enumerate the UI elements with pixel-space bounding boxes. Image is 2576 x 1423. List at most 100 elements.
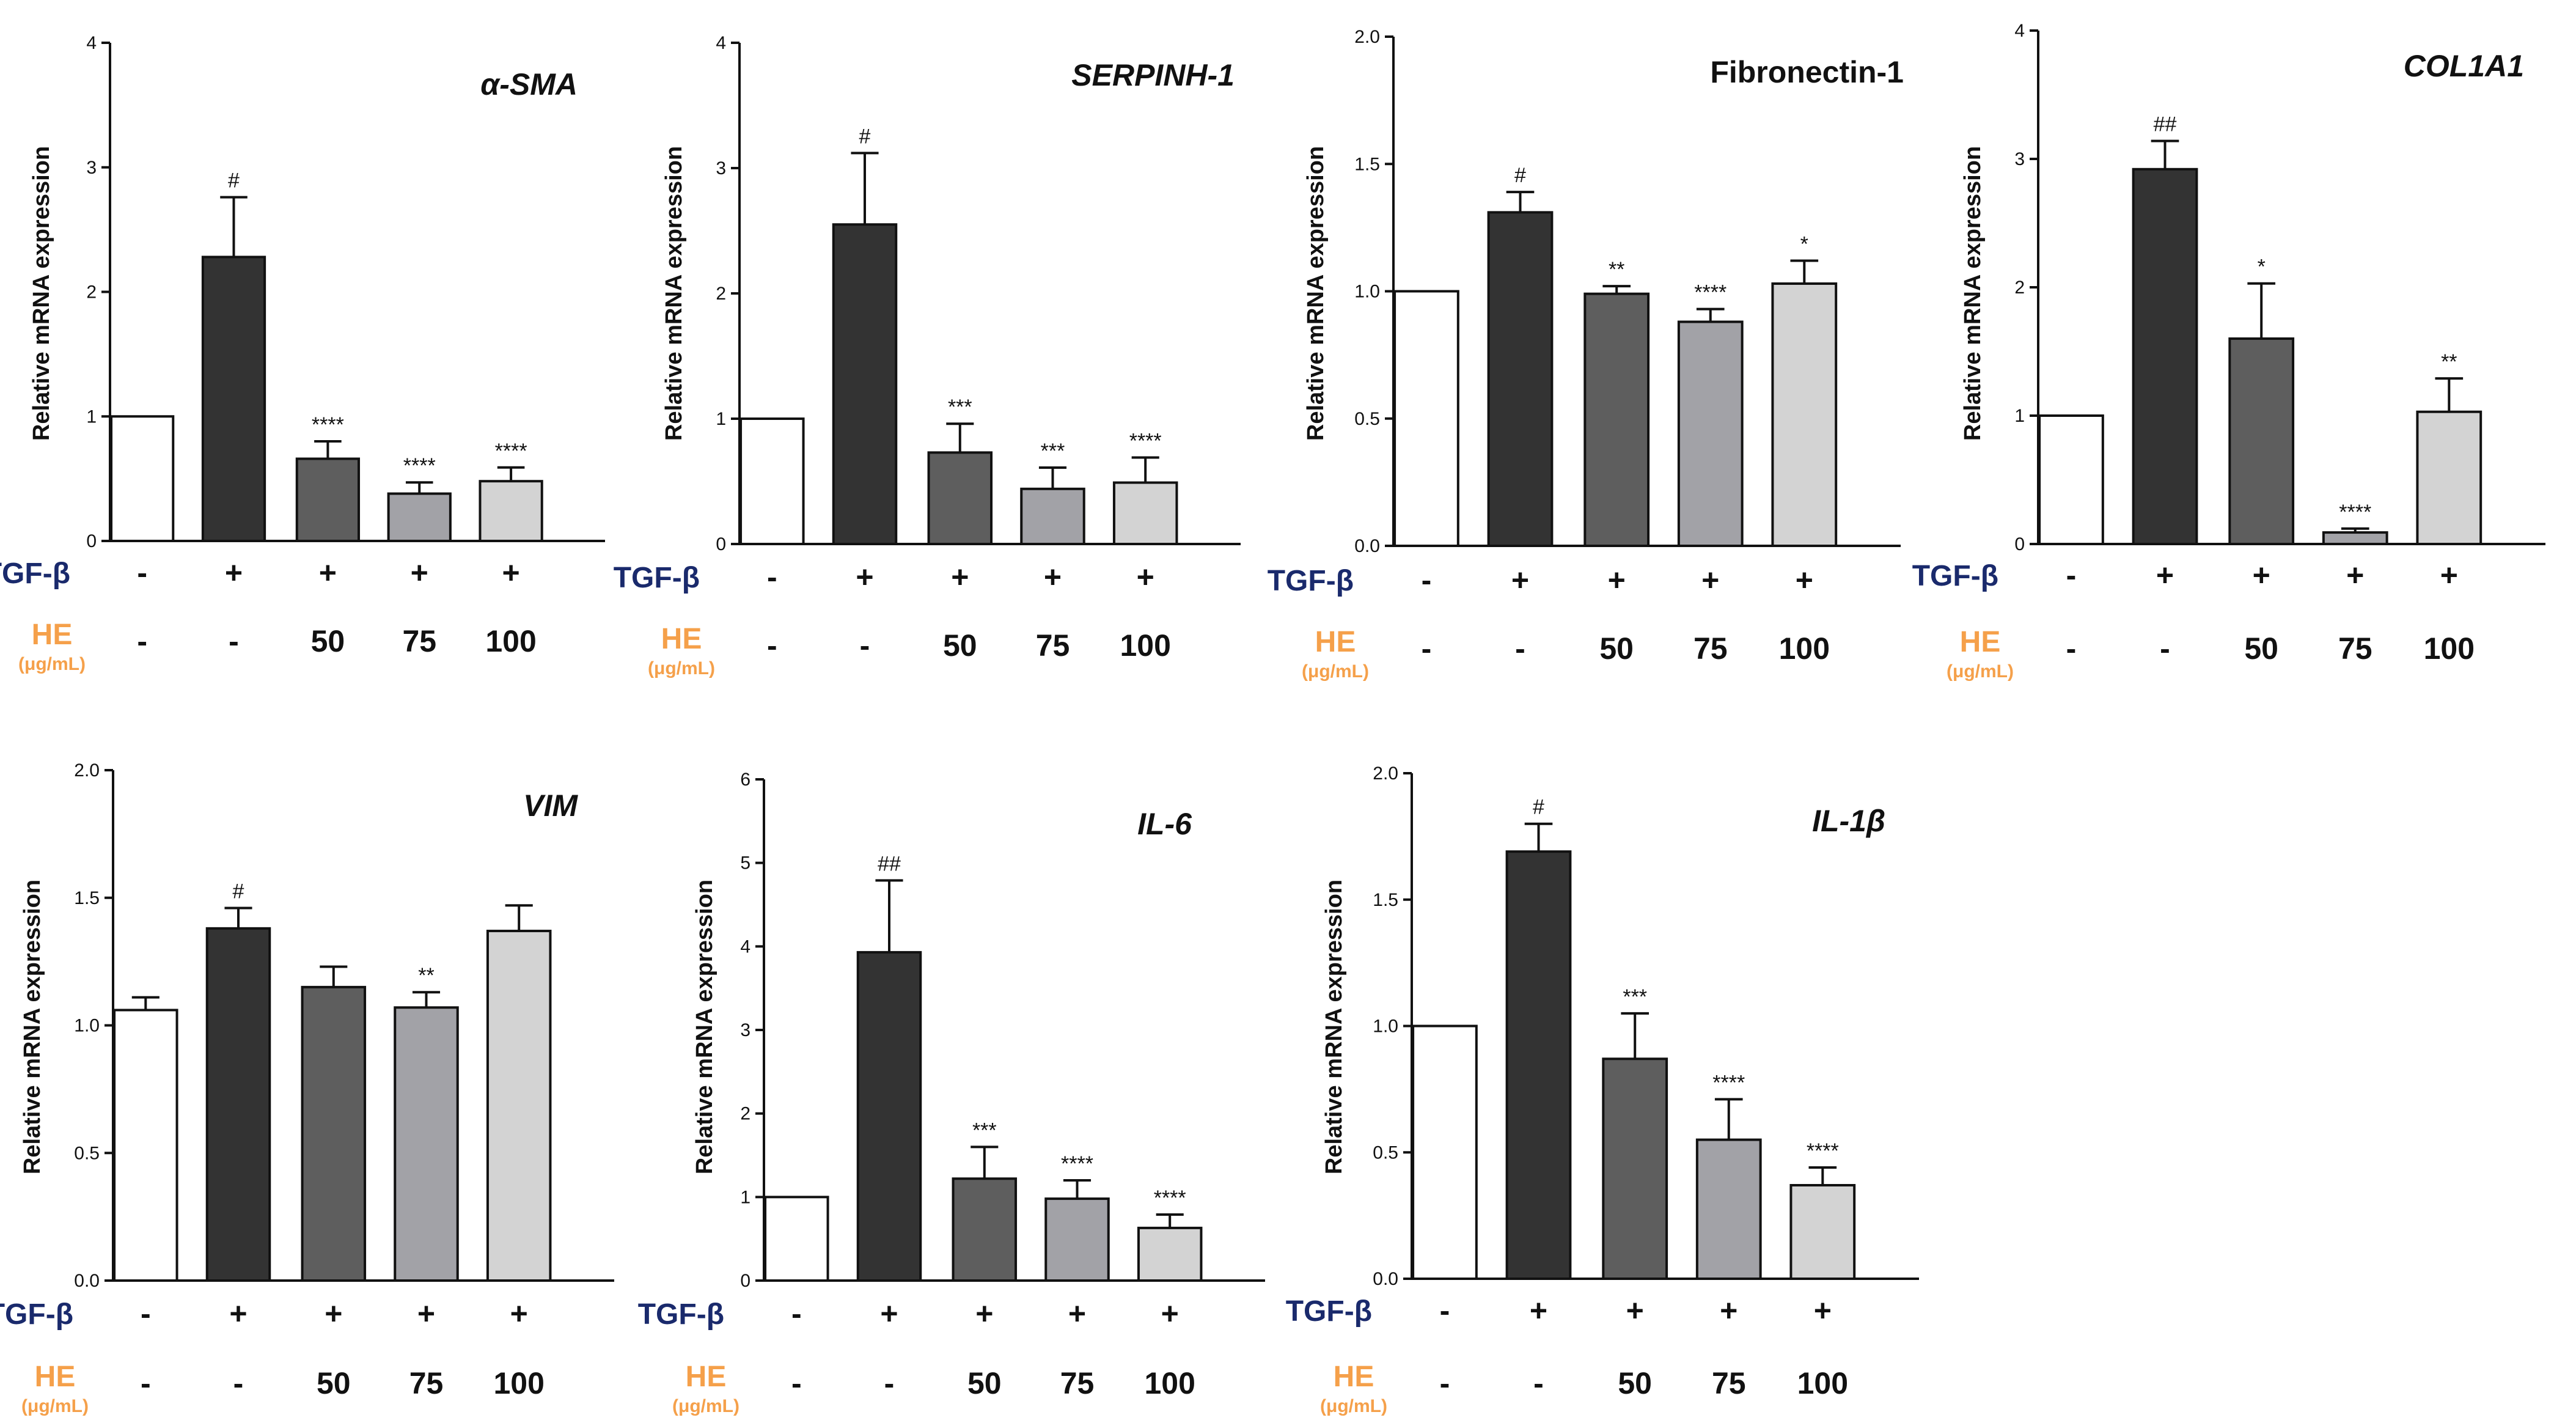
y-axis-label: Relative mRNA expression xyxy=(1303,146,1329,441)
tgf-condition: - xyxy=(137,556,147,590)
he-unit-label: (μg/mL) xyxy=(21,1396,89,1416)
bar xyxy=(2038,414,2104,545)
tgf-condition: + xyxy=(1137,560,1154,594)
y-axis-label: Relative mRNA expression xyxy=(1960,146,1986,441)
he-condition: 100 xyxy=(493,1366,544,1400)
bar xyxy=(205,927,271,1282)
significance-marker: **** xyxy=(495,439,527,463)
chart-panel: 0 1 2 3 4 5 6 Relative mRNA expression IL-6 - - ## +… xyxy=(638,770,1265,1416)
significance-marker: # xyxy=(228,169,240,193)
bar xyxy=(1044,1197,1110,1282)
significance-marker: *** xyxy=(1623,985,1647,1009)
tgf-condition: + xyxy=(1068,1296,1086,1331)
y-tick-label: 0.5 xyxy=(74,1143,100,1163)
bar xyxy=(832,223,898,545)
tgf-row-label: TGF-β xyxy=(0,557,70,590)
y-tick-label: 2 xyxy=(716,284,726,304)
he-condition: 100 xyxy=(485,624,536,658)
tgf-condition: + xyxy=(2346,558,2364,592)
bar xyxy=(1789,1184,1856,1280)
significance-marker: ## xyxy=(2154,113,2177,136)
chart-title: α-SMA xyxy=(480,67,578,101)
significance-marker: ## xyxy=(878,852,901,875)
tgf-condition: + xyxy=(1720,1293,1738,1328)
he-condition: - xyxy=(233,1366,244,1400)
he-condition: - xyxy=(141,1366,151,1400)
he-condition: 50 xyxy=(967,1366,1002,1400)
y-tick-label: 1.0 xyxy=(1373,1017,1398,1037)
bar xyxy=(1695,1138,1762,1280)
he-condition: 75 xyxy=(402,624,436,658)
he-unit-label: (μg/mL) xyxy=(1302,661,1369,682)
he-unit-label: (μg/mL) xyxy=(648,658,715,678)
tgf-condition: + xyxy=(2156,558,2174,592)
chart-panel: 0 1 2 3 4 Relative mRNA expression SERPINH-1 - -… xyxy=(614,33,1241,678)
he-condition: - xyxy=(1515,631,1525,666)
tgf-condition: + xyxy=(951,560,969,594)
tgf-condition: + xyxy=(225,556,243,590)
y-tick-label: 2.0 xyxy=(1354,27,1380,47)
he-condition: 75 xyxy=(1693,631,1728,666)
bar xyxy=(927,451,993,545)
tgf-condition: - xyxy=(2066,558,2077,592)
chart-title: SERPINH-1 xyxy=(1071,58,1235,92)
he-condition: - xyxy=(860,628,870,663)
tgf-condition: + xyxy=(2440,558,2458,592)
tgf-row-label: TGF-β xyxy=(1268,565,1354,597)
significance-marker: **** xyxy=(1061,1152,1093,1175)
bar xyxy=(2132,167,2198,545)
tgf-condition: + xyxy=(1814,1293,1832,1328)
he-condition: 100 xyxy=(2424,631,2475,666)
he-unit-label: (μg/mL) xyxy=(672,1396,739,1416)
y-tick-label: 1 xyxy=(716,409,726,429)
he-unit-label: (μg/mL) xyxy=(18,654,86,674)
he-row-label: HE xyxy=(1315,626,1356,658)
bar xyxy=(1771,282,1838,547)
bar xyxy=(952,1177,1018,1282)
bar xyxy=(764,1196,829,1282)
he-row-label: HE xyxy=(661,623,702,655)
y-axis-label: Relative mRNA expression xyxy=(20,880,45,1174)
he-condition: - xyxy=(137,624,147,658)
chart-title: VIM xyxy=(523,789,578,823)
tgf-condition: + xyxy=(411,556,428,590)
tgf-condition: + xyxy=(1796,563,1813,597)
bar xyxy=(1112,481,1178,545)
y-tick-label: 0.0 xyxy=(74,1271,100,1291)
bar xyxy=(1412,1024,1478,1280)
he-condition: - xyxy=(2066,631,2077,666)
y-tick-label: 2.0 xyxy=(74,760,100,781)
tgf-condition: + xyxy=(510,1296,528,1331)
bar xyxy=(2322,531,2388,545)
he-condition: 50 xyxy=(1599,631,1634,666)
y-tick-label: 4 xyxy=(716,33,726,53)
tgf-row-label: TGF-β xyxy=(638,1298,724,1331)
tgf-condition: + xyxy=(975,1296,993,1331)
significance-marker: # xyxy=(233,880,244,903)
chart-panel: 0 1 2 3 4 Relative mRNA expression COL1A1 - - ## +… xyxy=(1912,21,2545,682)
chart-panel: 0.0 0.5 1.0 1.5 2.0 Relative mRNA expression F… xyxy=(1268,27,1904,682)
y-tick-label: 1 xyxy=(86,406,97,427)
y-tick-label: 4 xyxy=(86,33,97,53)
he-condition: 100 xyxy=(1779,631,1830,666)
he-condition: 50 xyxy=(1618,1366,1652,1400)
y-tick-label: 1.0 xyxy=(74,1016,100,1036)
y-tick-label: 0 xyxy=(740,1271,750,1291)
bar xyxy=(201,256,266,542)
tgf-condition: + xyxy=(1626,1293,1644,1328)
tgf-condition: + xyxy=(417,1296,435,1331)
significance-marker: **** xyxy=(1154,1186,1186,1210)
he-condition: - xyxy=(1533,1366,1544,1400)
significance-marker: **** xyxy=(1712,1071,1745,1094)
he-condition: - xyxy=(791,1366,802,1400)
tgf-condition: + xyxy=(229,1296,247,1331)
bar xyxy=(479,480,543,543)
chart-title: Fibronectin-1 xyxy=(1710,55,1904,89)
bar xyxy=(486,930,552,1282)
tgf-condition: + xyxy=(856,560,873,594)
he-condition: 75 xyxy=(1712,1366,1746,1400)
bar xyxy=(1505,850,1572,1281)
he-condition: - xyxy=(229,624,239,658)
